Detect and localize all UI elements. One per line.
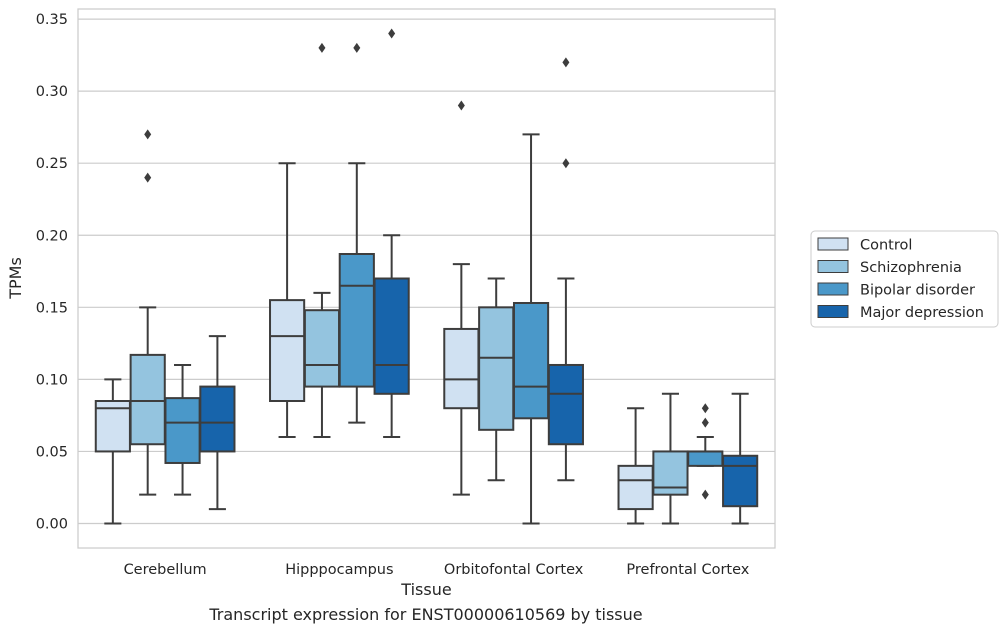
iqr-box	[722, 454, 759, 508]
y-tick-label: 0.15	[36, 300, 68, 316]
outlier-point	[562, 158, 570, 169]
legend-label: Control	[860, 238, 912, 254]
y-axis-ticks: 0.00 0.05 0.10 0.15 0.20 0.25 0.30 0.35	[36, 12, 68, 532]
iqr-box	[478, 306, 515, 431]
box-bipolar-disorder	[512, 133, 550, 525]
box-major-depression	[722, 392, 759, 525]
outlier-point	[144, 129, 152, 140]
y-tick-label: 0.25	[36, 156, 68, 172]
y-tick-label: 0.20	[36, 228, 68, 244]
legend-swatch	[817, 237, 849, 251]
iqr-box	[94, 400, 131, 453]
outlier-point	[144, 172, 152, 183]
x-tick-label: Hipppocampus	[285, 562, 393, 578]
iqr-box	[373, 277, 410, 395]
y-tick-label: 0.35	[36, 12, 68, 28]
iqr-box	[547, 363, 584, 446]
iqr-box	[269, 299, 306, 402]
x-tick-label: Cerebellum	[124, 562, 207, 578]
box-schizophrenia	[129, 129, 166, 496]
box-schizophrenia	[478, 277, 515, 482]
legend-label: Schizophrenia	[860, 260, 962, 276]
y-tick-label: 0.00	[36, 517, 68, 533]
outlier-point	[388, 28, 396, 39]
legend: Control Schizophrenia Bipolar disorder Majo…	[810, 230, 999, 328]
plot-frame	[77, 8, 776, 549]
box-major-depression	[199, 335, 236, 511]
box-bipolar-disorder	[338, 42, 375, 424]
outlier-point	[353, 42, 361, 53]
iqr-box	[512, 302, 550, 420]
y-tick-label: 0.10	[36, 372, 68, 388]
iqr-box	[687, 450, 724, 467]
legend-swatch	[817, 305, 849, 318]
y-tick-label: 0.05	[36, 444, 68, 460]
legend-swatch	[817, 282, 849, 296]
iqr-box	[617, 464, 654, 511]
outlier-point	[318, 42, 326, 53]
box-groups	[94, 28, 759, 525]
box-major-depression	[373, 28, 410, 439]
iqr-box	[443, 327, 480, 410]
box-control	[443, 100, 480, 496]
outlier-point	[457, 100, 465, 111]
box-control	[269, 162, 306, 439]
iqr-box	[129, 353, 166, 446]
box-bipolar-disorder	[687, 403, 724, 500]
x-axis-label: Tissue	[400, 580, 451, 599]
outlier-point	[701, 417, 709, 428]
figure-caption: Transcript expression for ENST0000061056…	[209, 605, 643, 624]
legend-swatch	[817, 260, 849, 273]
iqr-box	[199, 385, 236, 453]
y-axis-label: TPMs	[6, 257, 25, 300]
box-major-depression	[547, 57, 584, 482]
iqr-box	[303, 309, 341, 388]
x-tick-label: Prefrontal Cortex	[626, 562, 749, 578]
outlier-point	[701, 403, 709, 414]
outlier-point	[701, 489, 709, 500]
box-schizophrenia	[652, 392, 689, 525]
outlier-point	[562, 57, 570, 68]
legend-label: Bipolar disorder	[860, 283, 975, 299]
legend-label: Major depression	[860, 305, 984, 321]
legend-frame	[810, 230, 999, 328]
box-control	[94, 378, 131, 525]
box-bipolar-disorder	[164, 363, 201, 496]
x-tick-label: Orbitofontal Cortex	[444, 562, 584, 578]
iqr-box	[164, 397, 201, 464]
x-axis-ticks: Cerebellum Hipppocampus Orbitofontal Corte…	[124, 562, 750, 578]
y-tick-label: 0.30	[36, 84, 68, 100]
iqr-box	[338, 253, 375, 388]
box-control	[617, 407, 654, 525]
